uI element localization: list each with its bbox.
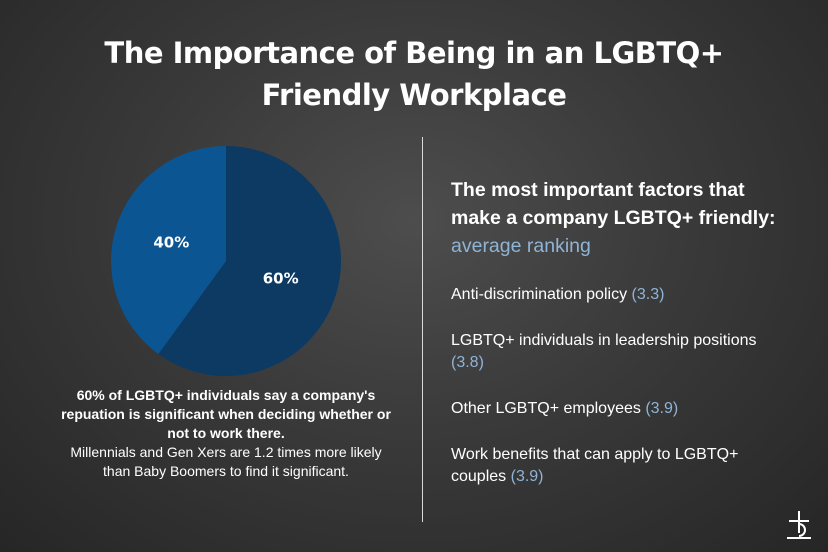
factor-rank: (3.9) [510, 468, 544, 485]
factor-rank: (3.3) [631, 286, 665, 303]
factor-label: Work benefits that can apply to LGBTQ+ c… [451, 446, 739, 485]
pie-slice-1 [111, 146, 226, 355]
factor-item: Other LGBTQ+ employees (3.9) [451, 398, 678, 420]
pie-caption: 60% of LGBTQ+ individuals say a company'… [55, 386, 397, 481]
vertical-divider [422, 137, 423, 522]
page-title: The Importance of Being in an LGBTQ+ Fri… [0, 32, 828, 116]
caption-bold-text: 60% of LGBTQ+ individuals say a company'… [61, 387, 391, 441]
pie-chart: 60% 40% [111, 146, 341, 376]
factors-heading: The most important factors that make a c… [451, 176, 791, 260]
factor-item: LGBTQ+ individuals in leadership positio… [451, 330, 781, 374]
factor-rank: (3.9) [645, 400, 679, 417]
title-line-2: Friendly Workplace [261, 78, 567, 112]
pie-slice-0 [158, 146, 341, 376]
title-line-1: The Importance of Being in an LGBTQ+ [104, 36, 724, 70]
factor-item: Anti-discrimination policy (3.3) [451, 284, 664, 306]
brand-b-logo-icon [787, 511, 811, 539]
factor-rank: (3.8) [451, 354, 484, 371]
pie-slice-label: 60% [263, 269, 299, 287]
factors-heading-subtitle: average ranking [451, 235, 591, 257]
pie-slice-label: 40% [153, 234, 189, 252]
factor-item: Work benefits that can apply to LGBTQ+ c… [451, 444, 781, 488]
factor-label: Anti-discrimination policy [451, 286, 628, 303]
factor-label: Other LGBTQ+ employees [451, 400, 641, 417]
caption-regular-text: Millennials and Gen Xers are 1.2 times m… [70, 444, 382, 479]
factor-label: LGBTQ+ individuals in leadership positio… [451, 332, 757, 349]
factors-heading-text: The most important factors that make a c… [451, 179, 776, 229]
